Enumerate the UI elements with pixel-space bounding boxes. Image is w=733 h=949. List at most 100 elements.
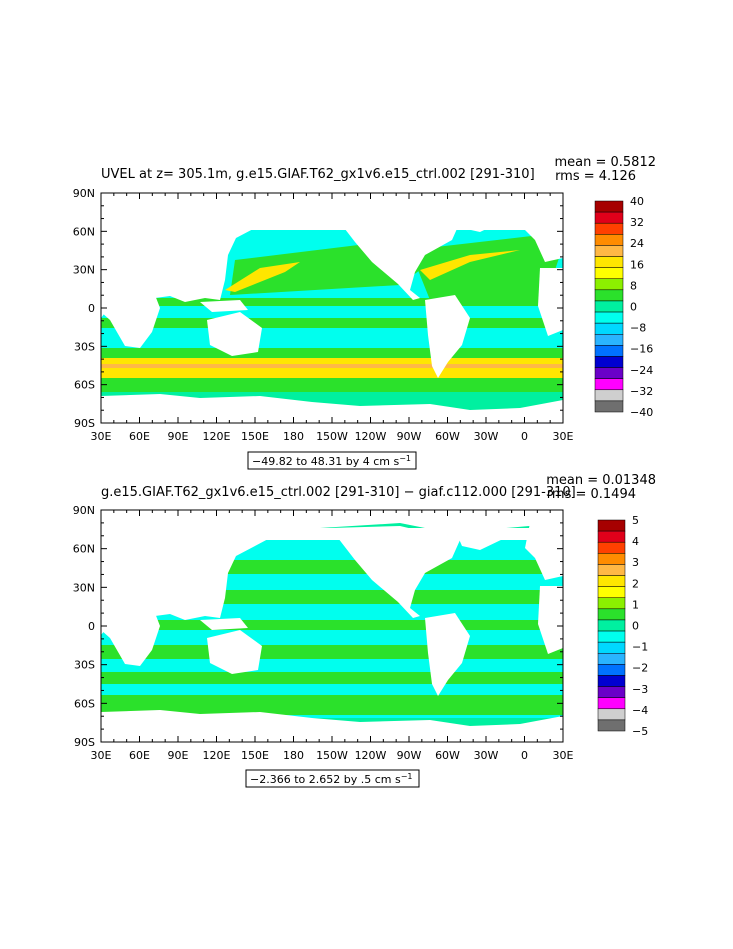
land-antarctica bbox=[101, 710, 563, 742]
land-north-america bbox=[330, 208, 460, 300]
colorbar-swatch bbox=[594, 356, 624, 368]
land-asia-europe bbox=[101, 193, 563, 318]
y-tick-label: 0 bbox=[88, 620, 95, 633]
eq-current-1 bbox=[101, 298, 563, 306]
panel-difference: g.e15.GIAF.T62_gx1v6.e15_ctrl.002 [291-3… bbox=[73, 473, 656, 788]
x-tick-label: 90E bbox=[168, 430, 189, 443]
natlantic-green bbox=[410, 235, 560, 300]
range-unit-exponent: −1 bbox=[399, 454, 411, 463]
colorbar-label: 3 bbox=[632, 556, 639, 569]
colorbar-swatch bbox=[594, 345, 624, 357]
x-tick-label: 150E bbox=[241, 749, 269, 762]
x-tick-label: 90E bbox=[168, 749, 189, 762]
x-tick-label: 60W bbox=[435, 749, 460, 762]
land-europe bbox=[525, 523, 563, 580]
y-tick-label: 60N bbox=[73, 543, 95, 556]
colorbar-label: 1 bbox=[632, 598, 639, 611]
colorbar-swatch bbox=[597, 630, 626, 643]
land-north-america bbox=[330, 526, 460, 618]
colorbar-label: 5 bbox=[632, 514, 639, 527]
y-tick-label: 30N bbox=[73, 264, 95, 277]
x-tick-label: 180 bbox=[283, 749, 304, 762]
band-5 bbox=[101, 672, 563, 684]
land-greenland bbox=[455, 208, 505, 232]
colorbar-label: −4 bbox=[632, 704, 648, 717]
land-africa-east bbox=[538, 586, 563, 654]
colorbar-swatch bbox=[597, 708, 626, 721]
land-south-america bbox=[425, 613, 470, 696]
colorbar: 5 4 3 2 1 0 −1 −2 −3 −4 −5 bbox=[597, 514, 648, 738]
land-australia bbox=[207, 312, 262, 356]
colorbar-label: −2 bbox=[632, 662, 648, 675]
x-tick-label: 30W bbox=[474, 430, 499, 443]
mean-label: mean = 0.5812 bbox=[554, 155, 656, 170]
x-tick-label: 150W bbox=[316, 749, 348, 762]
x-tick-label: 30E bbox=[553, 430, 574, 443]
y-tick-label: 60S bbox=[74, 697, 95, 710]
x-tick-label: 120W bbox=[355, 749, 387, 762]
x-tick-label: 120E bbox=[203, 430, 231, 443]
panel-uvel: UVEL at z= 305.1m, g.e15.GIAF.T62_gx1v6.… bbox=[73, 155, 656, 470]
land-south-america bbox=[425, 295, 470, 378]
range-box bbox=[245, 769, 420, 788]
colorbar-label: −40 bbox=[630, 406, 653, 419]
x-tick-label: 120E bbox=[203, 749, 231, 762]
axes: 30E 60E 90E 120E 150E 180 150W 120W 90W 60W 30W 0 30… bbox=[73, 504, 574, 762]
land-antarctica bbox=[101, 394, 563, 423]
x-tick-label: 150W bbox=[316, 430, 348, 443]
mean-label: mean = 0.01348 bbox=[546, 473, 656, 488]
x-tick-label: 60E bbox=[129, 430, 150, 443]
x-tick-label: 30E bbox=[553, 749, 574, 762]
colorbar-swatch bbox=[594, 267, 624, 279]
colorbar-label: −3 bbox=[632, 683, 648, 696]
colorbar-swatch bbox=[597, 653, 626, 665]
rms-label: rms = 0.1494 bbox=[547, 487, 636, 502]
colorbar-label: −24 bbox=[630, 364, 653, 377]
colorbar-swatch bbox=[594, 334, 624, 346]
colorbar-swatch bbox=[597, 553, 626, 565]
colorbar-swatch bbox=[597, 530, 626, 543]
x-tick-label: 60W bbox=[435, 430, 460, 443]
colorbar-label: 40 bbox=[630, 195, 644, 208]
colorbar-swatch bbox=[594, 222, 624, 235]
land-indonesia bbox=[200, 618, 248, 630]
colorbar-swatch bbox=[594, 234, 624, 246]
colorbar-label: 16 bbox=[630, 258, 644, 271]
eq-current-2 bbox=[101, 318, 563, 328]
colorbar-swatch bbox=[594, 322, 624, 335]
x-tick-label: 90W bbox=[397, 430, 422, 443]
colorbar-label: 2 bbox=[632, 577, 639, 590]
so-band-2 bbox=[101, 378, 563, 392]
y-tick-label: 90N bbox=[73, 187, 95, 200]
colorbar-label: 4 bbox=[632, 535, 639, 548]
colorbar-label: 0 bbox=[632, 620, 639, 633]
colorbar-swatch bbox=[594, 311, 624, 324]
x-tick-label: 30E bbox=[91, 430, 112, 443]
colorbar-swatch bbox=[597, 641, 626, 654]
colorbar-swatch bbox=[597, 697, 626, 710]
range-label: −2.366 to 2.652 by .5 cm s−1 bbox=[250, 772, 413, 786]
colorbar-label: 0 bbox=[630, 301, 637, 314]
colorbar-swatch bbox=[597, 541, 626, 554]
y-tick-label: 30S bbox=[74, 659, 95, 672]
rms-label: rms = 4.126 bbox=[555, 169, 636, 184]
colorbar-label: −16 bbox=[630, 343, 653, 356]
colorbar-label: −32 bbox=[630, 385, 653, 398]
colorbar-label: 32 bbox=[630, 216, 644, 229]
colorbar-label: −5 bbox=[632, 725, 648, 738]
land-africa-east bbox=[538, 268, 563, 336]
acc-orange bbox=[101, 364, 563, 368]
range-unit-exponent: −1 bbox=[401, 772, 413, 781]
colorbar-swatch bbox=[594, 378, 624, 391]
panel-title: UVEL at z= 305.1m, g.e15.GIAF.T62_gx1v6.… bbox=[101, 167, 535, 182]
gulfstream-jet bbox=[420, 250, 520, 280]
x-tick-label: 120W bbox=[355, 430, 387, 443]
x-tick-label: 30E bbox=[91, 749, 112, 762]
colorbar-swatch bbox=[597, 564, 626, 576]
map-field bbox=[101, 510, 563, 742]
map-field bbox=[101, 193, 563, 423]
land-greenland bbox=[455, 526, 505, 550]
colorbar-swatch bbox=[597, 675, 626, 687]
colorbar-swatch bbox=[594, 389, 624, 402]
